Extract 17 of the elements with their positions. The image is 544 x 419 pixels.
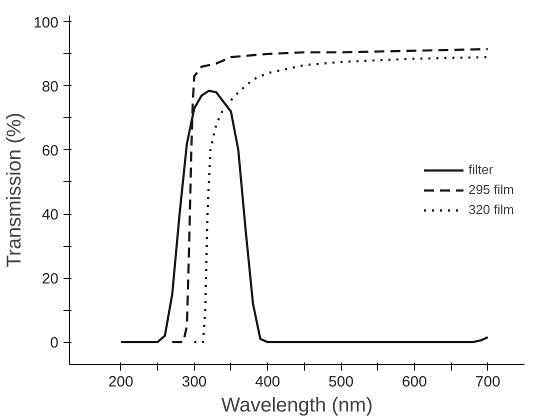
y-tick-label: 60 [42,142,59,160]
y-axis-title: Transmission (%) [3,112,26,268]
y-tick-label: 80 [42,78,59,96]
x-tick-label: 200 [108,374,134,390]
x-tick-label: 500 [328,374,354,390]
x-tick-label: 300 [182,374,207,390]
x-tick-label: 400 [255,374,280,390]
x-tick-label: 600 [402,374,427,390]
y-tick-label: 40 [42,206,59,224]
y-tick-label: 100 [33,14,59,32]
legend-label: filter [468,162,494,177]
x-axis-title: Wavelength (nm) [221,394,373,416]
legend-label: 320 film [468,202,514,217]
x-tick-label: 700 [475,374,500,390]
y-tick-label: 20 [42,270,59,288]
y-tick-label: 0 [50,334,58,352]
legend-label: 295 film [468,182,514,197]
